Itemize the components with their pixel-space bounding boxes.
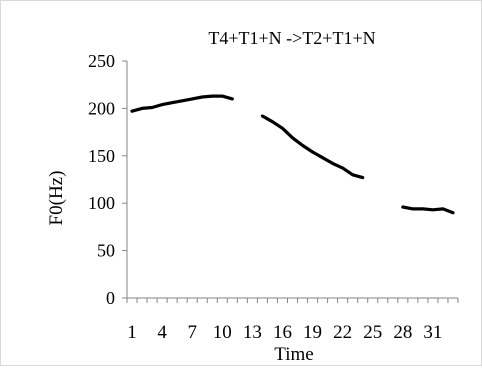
x-axis-label: Time xyxy=(274,344,313,365)
x-tick-label: 13 xyxy=(243,322,262,343)
x-tick-label: 10 xyxy=(213,322,232,343)
x-tick-label: 4 xyxy=(157,322,167,343)
chart-title: T4+T1+N ->T2+T1+N xyxy=(208,28,375,48)
x-tick-label: 28 xyxy=(393,322,412,343)
x-tick-label: 16 xyxy=(273,322,292,343)
y-tick-label: 50 xyxy=(97,241,115,261)
y-axis-label: F0(Hz) xyxy=(46,171,67,226)
y-tick-label: 150 xyxy=(88,146,115,166)
x-tick-label: 1 xyxy=(127,322,137,343)
x-tick-label: 22 xyxy=(333,322,352,343)
f0-series-line xyxy=(260,114,365,180)
x-tick-label: 19 xyxy=(303,322,322,343)
x-tick-label: 25 xyxy=(363,322,382,343)
plot-area: 0 50 100 150 200 250 1 4 7 10 13 16 19 22 25 28 31 xyxy=(88,51,459,343)
y-tick-label: 250 xyxy=(88,51,115,71)
f0-series-line xyxy=(130,94,234,113)
f0-series-line xyxy=(401,205,455,215)
y-tick-label: 200 xyxy=(88,98,115,118)
y-tick-label: 100 xyxy=(88,193,115,213)
x-tick-label: 7 xyxy=(187,322,197,343)
y-tick-label: 0 xyxy=(106,288,115,308)
x-tick-label: 31 xyxy=(423,322,442,343)
